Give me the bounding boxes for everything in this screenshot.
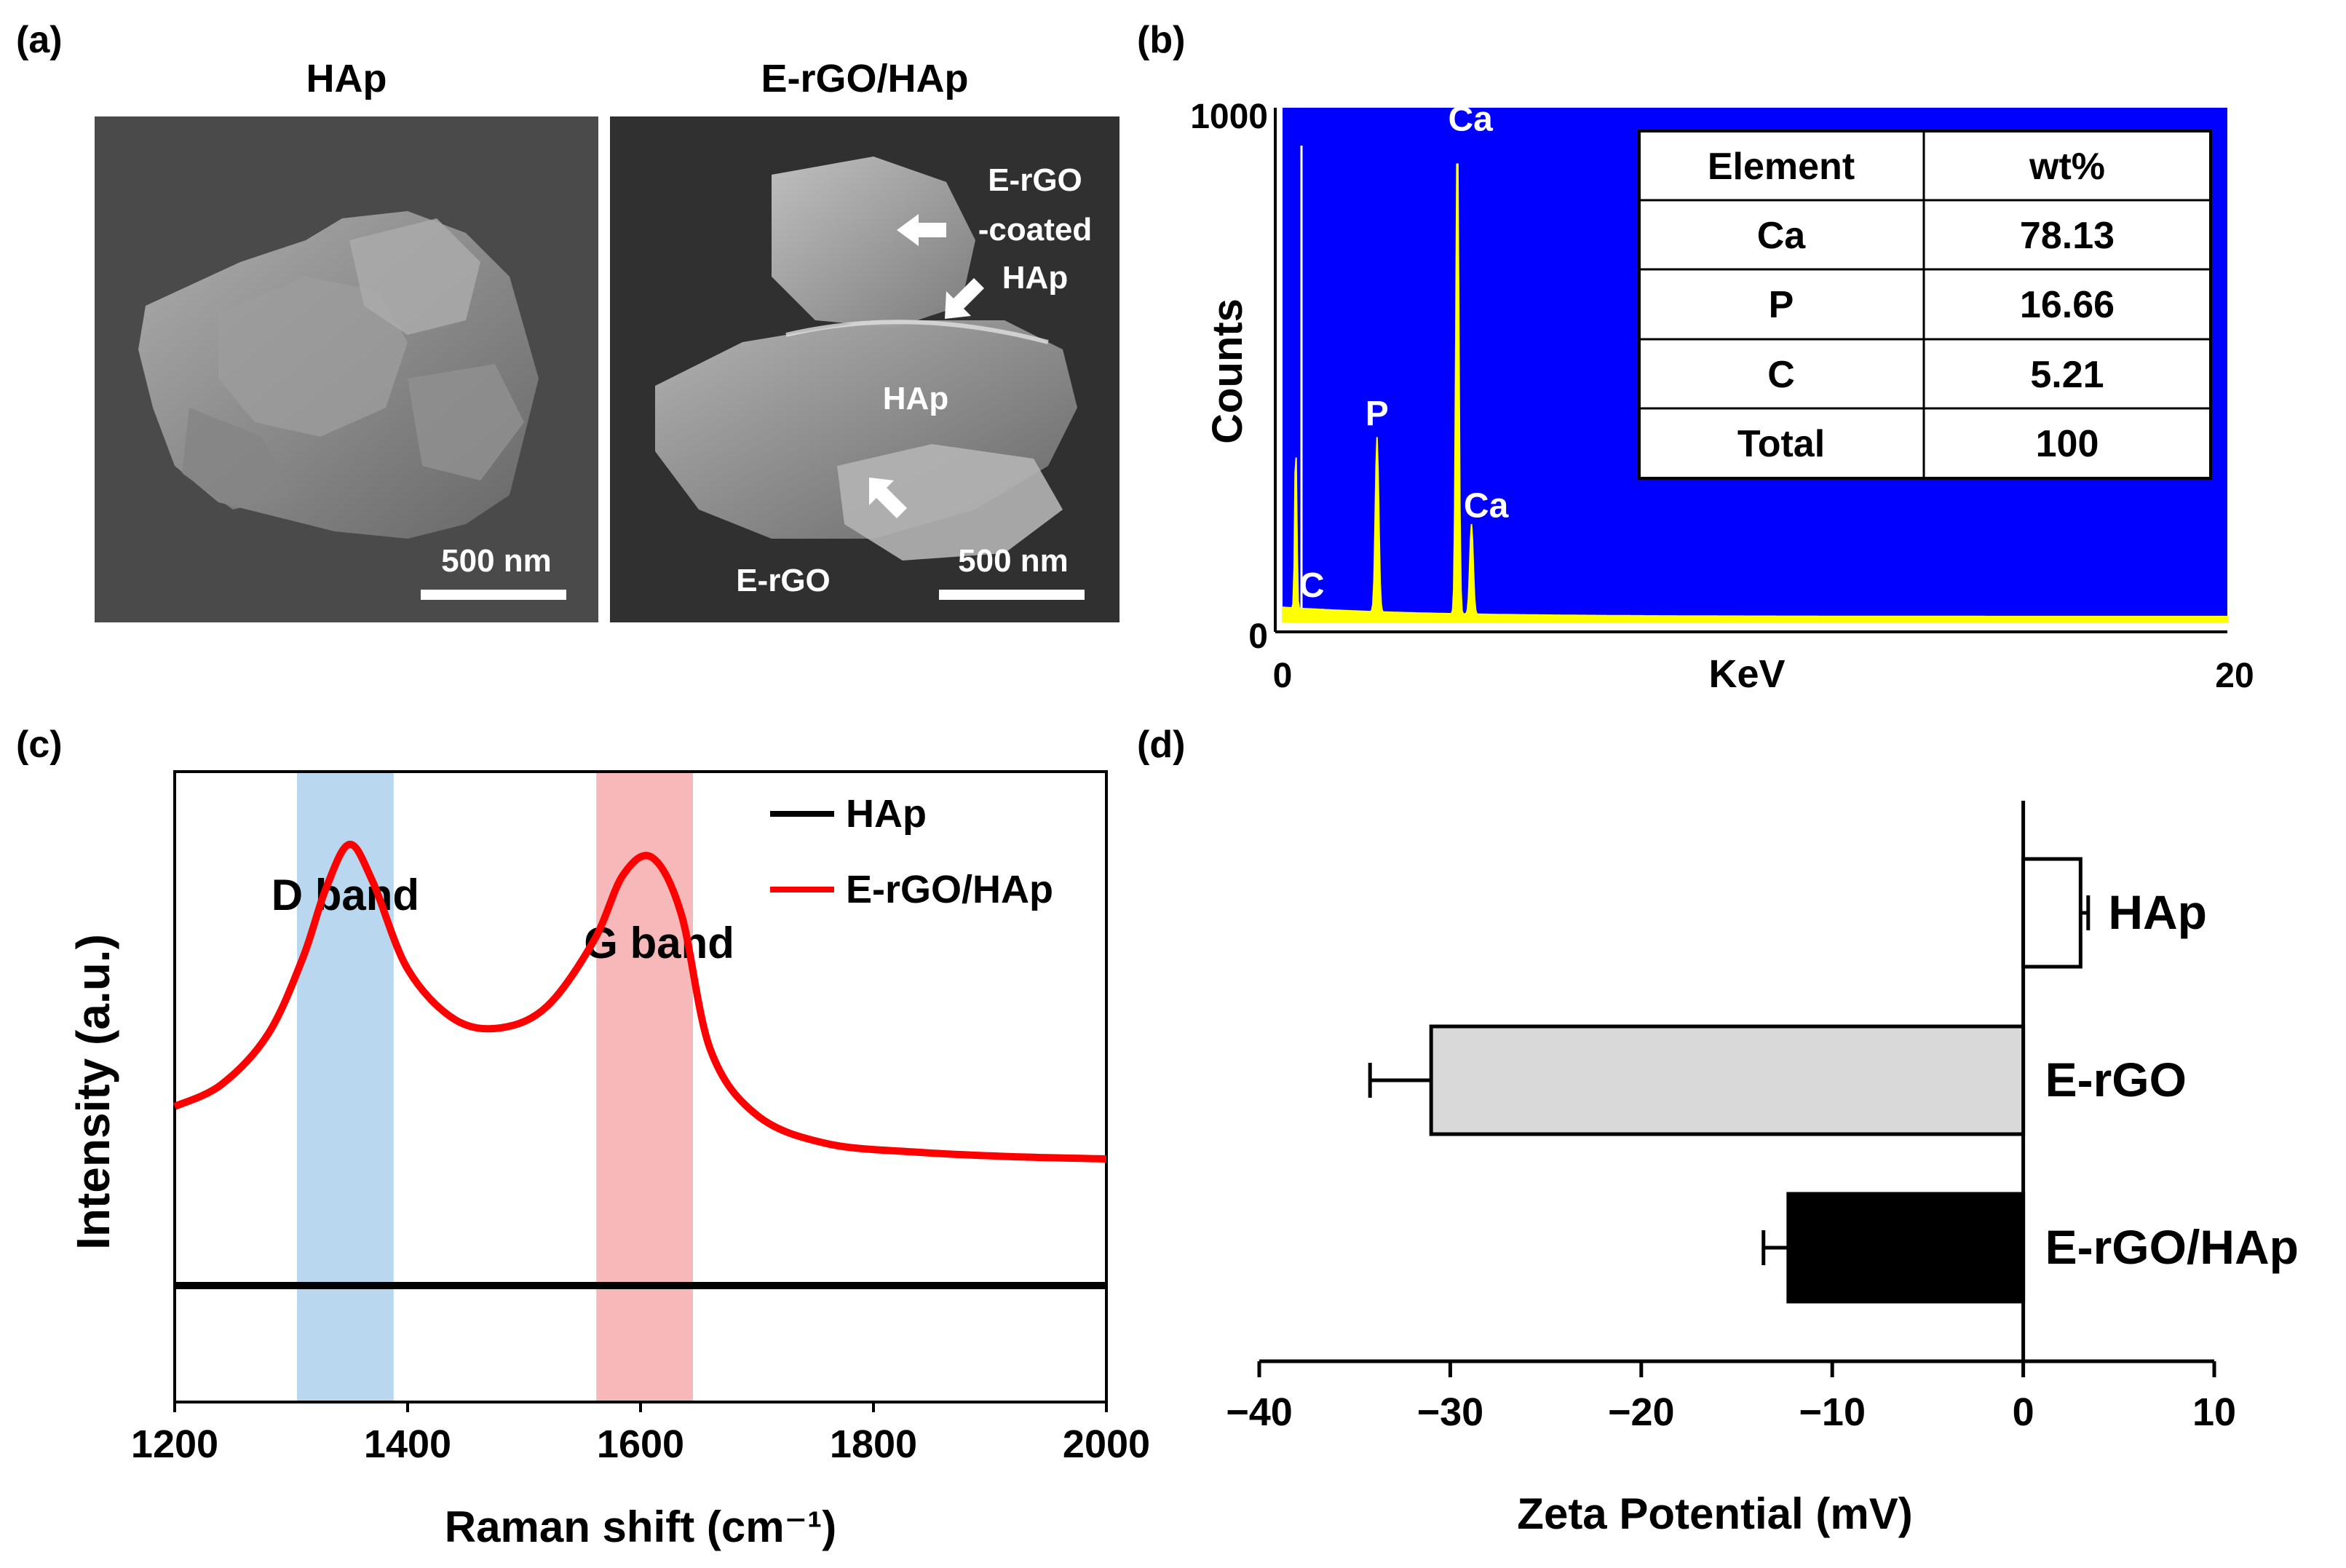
raman-x-tick-label: 1400	[364, 1422, 451, 1466]
zeta-x-tick-label: −30	[1417, 1390, 1484, 1434]
raman-band-d	[297, 772, 394, 1402]
table-cell: Total	[1737, 423, 1825, 465]
raman-band-g	[596, 772, 693, 1402]
zeta-bar-e-rgo-hap	[1786, 1192, 2026, 1304]
panel-label-b: (b)	[1137, 19, 1185, 61]
zeta-chart: HAp E-rGO E-rGO/HAp −40 −30 −20 −10 0 10 Zeta P…	[1226, 801, 2299, 1538]
raman-x-tick-label: 2000	[1063, 1422, 1150, 1466]
raman-legend: HAp E-rGO/HAp	[770, 792, 1053, 911]
eds-y-axis-label: Counts	[1204, 298, 1251, 444]
zeta-x-tick-label: −20	[1608, 1390, 1675, 1434]
sem-annotation-ergo-coated-3: HAp	[1002, 260, 1068, 296]
sem-image-ergo-hap: 500 nm E-rGO -coated HAp HAp E-rGO	[610, 116, 1119, 622]
legend-label-hap: HAp	[846, 792, 927, 836]
eds-x-tick-label: 0	[1273, 657, 1293, 695]
legend-label-ergo-hap: E-rGO/HAp	[846, 868, 1053, 911]
raman-series-ergo-hap	[173, 841, 1107, 1163]
eds-composition-table: Element wt% Ca 78.13 P 16.66 C 5.21 Tota…	[1638, 130, 2212, 480]
eds-peak-label-p: P	[1366, 395, 1389, 433]
sem-right-title: E-rGO/HAp	[761, 57, 968, 100]
sem-left-title: HAp	[306, 57, 387, 100]
zeta-category-label: E-rGO	[2045, 1053, 2187, 1106]
sem-annotation-ergo-coated-2: -coated	[978, 212, 1092, 248]
zeta-x-tick-label: 10	[2192, 1390, 2236, 1434]
eds-y-tick-label: 1000	[1190, 98, 1268, 136]
zeta-bar-hap	[2021, 857, 2083, 969]
panel-label-a: (a)	[16, 19, 63, 61]
zeta-bar-e-rgo	[1429, 1024, 2026, 1136]
table-cell: 5.21	[2030, 354, 2104, 396]
table-cell: P	[1769, 284, 1794, 326]
panel-label-c: (c)	[16, 724, 63, 766]
sem-left-scale-label: 500 nm	[441, 543, 552, 579]
eds-y-tick-label: 0	[1248, 617, 1268, 656]
sem-annotation-ergo: E-rGO	[736, 563, 831, 598]
arrow-icon	[897, 214, 946, 246]
table-cell: 78.13	[2020, 215, 2115, 257]
raman-band-label-d: D band	[272, 871, 419, 919]
table-header-element: Element	[1708, 146, 1855, 188]
eds-x-tick-label: 20	[2215, 657, 2254, 695]
raman-x-tick-label: 1800	[830, 1422, 917, 1466]
arrow-icon	[945, 278, 984, 319]
zeta-x-tick-label: 0	[2013, 1390, 2034, 1434]
raman-band-label-g: G band	[584, 919, 734, 967]
sem-image-hap: 500 nm	[95, 116, 598, 622]
table-cell: C	[1767, 354, 1795, 396]
zeta-x-axis-label: Zeta Potential (mV)	[1517, 1489, 1912, 1538]
sem-right-scale-label: 500 nm	[958, 543, 1069, 579]
arrow-icon	[869, 478, 907, 518]
table-cell: 100	[2036, 423, 2099, 465]
raman-y-axis-label: Intensity (a.u.)	[67, 934, 119, 1250]
raman-chart: D band G band 1200 1400 1600 1800 2000 Raman …	[67, 770, 1150, 1551]
table-cell: 16.66	[2020, 284, 2115, 326]
sem-annotation-hap: HAp	[883, 381, 948, 416]
raman-x-tick-label: 1200	[131, 1422, 218, 1466]
sem-annotation-ergo-coated-1: E-rGO	[988, 162, 1082, 198]
eds-x-axis-label: KeV	[1708, 652, 1785, 696]
raman-x-tick-label: 1600	[597, 1422, 684, 1466]
zeta-x-tick-label: −40	[1226, 1390, 1293, 1434]
table-cell: Ca	[1757, 215, 1807, 257]
eds-peak-label-c: C	[1299, 566, 1325, 605]
table-header-wt: wt%	[2029, 146, 2105, 188]
zeta-x-tick-label: −10	[1799, 1390, 1866, 1434]
panel-label-d: (d)	[1137, 724, 1185, 766]
eds-peak-label-ca: Ca	[1464, 486, 1509, 525]
eds-spectrum	[1282, 163, 2228, 622]
raman-x-axis-label: Raman shift (cm⁻¹)	[445, 1502, 836, 1551]
zeta-category-label: HAp	[2108, 885, 2207, 939]
eds-peak-label-ca: Ca	[1448, 100, 1493, 138]
zeta-category-label: E-rGO/HAp	[2045, 1220, 2299, 1274]
